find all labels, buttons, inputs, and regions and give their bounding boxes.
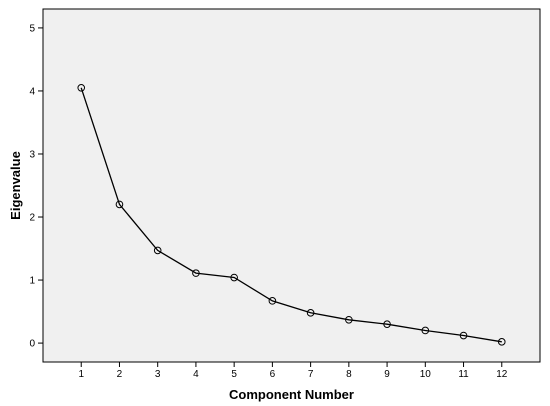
x-tick-label: 10	[420, 369, 432, 380]
x-axis-title: Component Number	[229, 387, 354, 402]
x-tick-label: 11	[458, 369, 469, 380]
data-point	[153, 246, 162, 255]
y-tick-label: 3	[29, 149, 35, 160]
x-tick-label: 4	[193, 369, 199, 380]
y-tick-label: 0	[29, 339, 35, 350]
x-tick-label: 3	[155, 369, 161, 380]
y-tick-label: 5	[29, 23, 35, 34]
x-tick-label: 8	[346, 369, 352, 380]
data-points	[77, 83, 506, 346]
x-tick-label: 2	[117, 369, 123, 380]
series-line	[80, 87, 502, 343]
data-point	[459, 331, 468, 340]
plot-area	[42, 8, 541, 363]
x-tick-label: 6	[270, 369, 276, 380]
y-tick-label: 2	[29, 213, 35, 224]
data-point	[268, 297, 277, 305]
data-point	[192, 269, 200, 277]
x-tick-label: 5	[231, 369, 237, 380]
y-axis-title: Eigenvalue	[8, 151, 23, 220]
data-point	[345, 315, 353, 324]
y-tick-label: 1	[29, 276, 35, 287]
y-tick-label: 4	[29, 86, 35, 97]
x-tick-label: 1	[78, 369, 84, 380]
data-point	[383, 320, 391, 328]
data-point	[115, 200, 124, 209]
data-point	[77, 83, 86, 92]
x-tick-label: 9	[384, 369, 390, 380]
x-tick-label: 12	[496, 369, 508, 380]
data-point	[230, 273, 238, 282]
x-axis: 1 2 3 4 5 6 7 8 9 10 11 12	[78, 362, 508, 380]
y-axis: 0 1 2 3 4 5	[29, 23, 43, 350]
data-point	[306, 309, 315, 317]
data-point	[497, 338, 506, 346]
data-point	[421, 326, 430, 335]
x-tick-label: 7	[308, 369, 314, 380]
